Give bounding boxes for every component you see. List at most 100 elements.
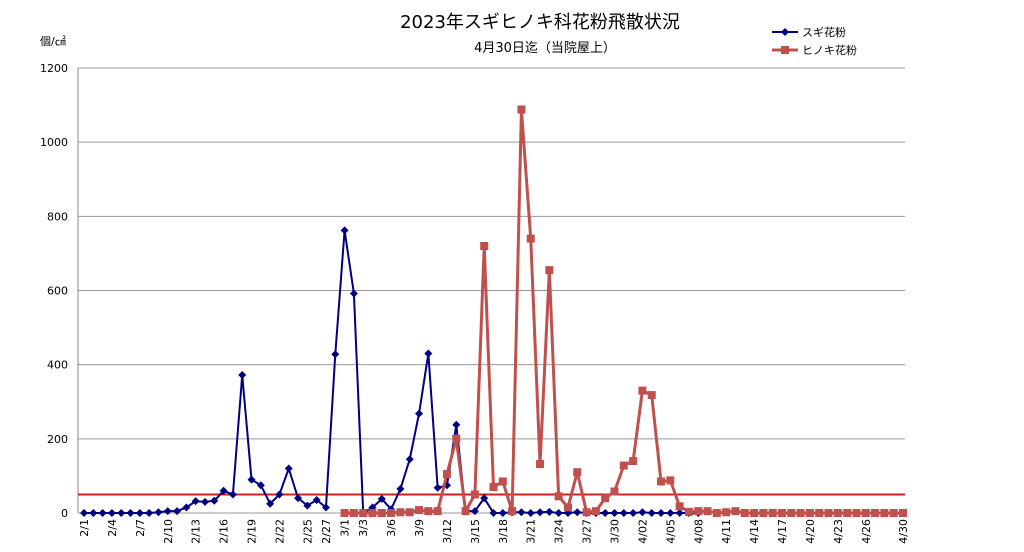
- data-point: [805, 509, 814, 517]
- data-point: [303, 501, 312, 510]
- data-point: [545, 266, 554, 275]
- data-point: [387, 509, 396, 517]
- data-point: [182, 503, 191, 512]
- x-tick-label: 2/25: [301, 519, 314, 544]
- x-tick-label: 3/1: [339, 519, 352, 537]
- data-point: [517, 105, 526, 114]
- data-point: [647, 391, 656, 400]
- data-point: [833, 509, 842, 517]
- data-point: [638, 386, 647, 395]
- x-tick-label: 4/02: [636, 519, 649, 544]
- x-tick-label: 4/05: [664, 519, 677, 544]
- data-point: [470, 490, 479, 499]
- data-point: [312, 496, 321, 505]
- data-point: [89, 509, 98, 517]
- data-point: [610, 509, 619, 517]
- data-point: [722, 508, 731, 517]
- data-point: [135, 509, 144, 517]
- x-tick-label: 2/7: [134, 519, 147, 537]
- data-point: [536, 460, 545, 469]
- y-tick-label: 400: [47, 359, 68, 372]
- data-point: [657, 477, 666, 486]
- data-point: [442, 470, 451, 479]
- data-point: [210, 496, 219, 505]
- data-point: [712, 509, 721, 517]
- x-tick-label: 4/08: [692, 519, 705, 544]
- x-tick-label: 3/27: [581, 519, 594, 544]
- data-point: [489, 509, 498, 517]
- data-point: [554, 492, 563, 501]
- y-tick-label: 0: [61, 507, 68, 520]
- data-point: [107, 509, 116, 517]
- data-point: [377, 494, 386, 503]
- data-point: [610, 487, 619, 496]
- data-point: [415, 506, 424, 515]
- series-line: [84, 230, 699, 515]
- y-axis-label: 個/㎠: [40, 35, 66, 48]
- data-point: [573, 468, 582, 477]
- data-point: [675, 509, 684, 517]
- data-point: [433, 483, 442, 492]
- data-point: [591, 507, 600, 516]
- x-tick-label: 2/4: [106, 519, 119, 537]
- data-point: [368, 509, 377, 517]
- legend-marker: [781, 28, 789, 36]
- data-point: [815, 509, 824, 517]
- data-point: [657, 509, 666, 517]
- legend-marker: [781, 46, 789, 54]
- data-point: [415, 409, 424, 418]
- data-point: [629, 509, 638, 517]
- data-point: [619, 509, 628, 517]
- data-point: [340, 226, 349, 235]
- data-point: [778, 509, 787, 517]
- chart-title: 2023年スギヒノキ科花粉飛散状況: [400, 12, 680, 33]
- data-point: [517, 508, 526, 517]
- x-tick-label: 2/10: [162, 519, 175, 544]
- data-point: [247, 475, 256, 484]
- data-point: [563, 503, 572, 512]
- data-point: [256, 481, 265, 490]
- data-point: [861, 509, 870, 517]
- x-tick-label: 3/24: [553, 519, 566, 544]
- y-tick-label: 800: [47, 210, 68, 223]
- data-point: [480, 494, 489, 503]
- data-point: [759, 509, 768, 517]
- data-point: [536, 508, 545, 517]
- data-point: [629, 457, 638, 466]
- x-tick-label: 3/9: [413, 519, 426, 537]
- data-point: [675, 502, 684, 511]
- data-point: [824, 509, 833, 517]
- x-tick-label: 2/22: [273, 519, 286, 544]
- data-point: [154, 508, 163, 517]
- data-point: [480, 242, 489, 250]
- data-point: [452, 434, 461, 443]
- data-point: [554, 509, 563, 517]
- data-point: [219, 486, 228, 495]
- data-point: [647, 509, 656, 517]
- data-point: [750, 509, 759, 517]
- data-point: [424, 349, 433, 358]
- x-tick-label: 3/30: [608, 519, 621, 544]
- x-tick-label: 4/17: [776, 519, 789, 544]
- data-point: [405, 508, 414, 517]
- data-point: [787, 509, 796, 517]
- data-point: [145, 509, 154, 517]
- data-point: [619, 461, 628, 470]
- data-point: [275, 490, 284, 499]
- data-point: [573, 508, 582, 517]
- data-point: [740, 509, 749, 517]
- data-point: [266, 499, 275, 508]
- data-point: [396, 508, 405, 517]
- data-point: [331, 350, 340, 359]
- chart-subtitle: 4月30日迄（当院屋上）: [474, 41, 616, 56]
- data-point: [899, 509, 907, 517]
- data-point: [601, 509, 610, 517]
- data-point: [238, 371, 247, 380]
- x-tick-label: 3/18: [497, 519, 510, 544]
- data-point: [359, 509, 368, 517]
- x-tick-label: 3/6: [385, 519, 398, 537]
- data-point: [284, 464, 293, 473]
- data-point: [452, 420, 461, 429]
- x-tick-label: 2/27: [320, 519, 333, 544]
